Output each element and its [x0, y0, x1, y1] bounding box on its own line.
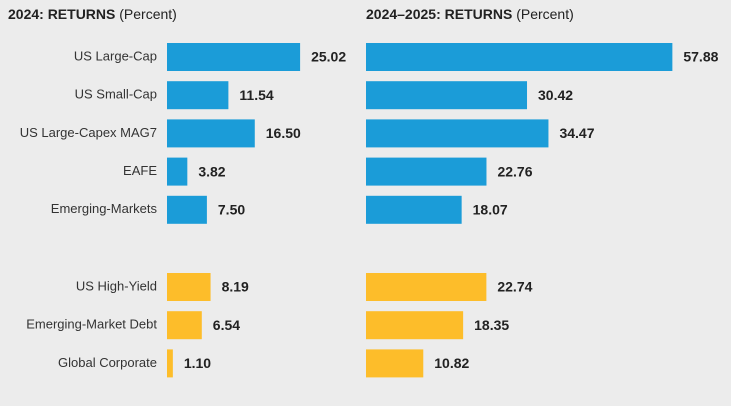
value-label: 11.54: [239, 87, 273, 103]
bar: [167, 81, 229, 110]
bar: [167, 349, 173, 378]
value-label: 22.76: [497, 163, 532, 179]
category-label: US Small-Cap: [75, 87, 157, 102]
bar: [366, 81, 528, 110]
value-label: 10.82: [434, 355, 469, 371]
bar: [167, 119, 255, 148]
value-label: 16.50: [266, 125, 301, 141]
bar: [167, 311, 202, 340]
value-label: 57.88: [683, 49, 718, 65]
bar: [366, 311, 464, 340]
value-label: 18.35: [474, 317, 509, 333]
value-label: 34.47: [559, 125, 594, 141]
value-label: 3.82: [198, 163, 225, 179]
value-label: 1.10: [184, 355, 211, 371]
category-label: Emerging-Market Debt: [26, 317, 157, 332]
category-label: US High-Yield: [76, 278, 157, 293]
value-label: 7.50: [218, 202, 245, 218]
subtitle-text: (Percent): [516, 6, 574, 22]
title-text: 2024–2025: RETURNS: [366, 6, 512, 22]
category-label: Global Corporate: [58, 355, 157, 370]
title-text: 2024: RETURNS: [8, 6, 115, 22]
value-label: 6.54: [213, 317, 240, 333]
bar: [366, 119, 549, 148]
value-label: 22.74: [497, 279, 532, 295]
category-label: EAFE: [123, 163, 157, 178]
category-label: US Large-Cap: [74, 48, 157, 63]
bar: [366, 349, 424, 378]
subtitle-text: (Percent): [119, 6, 177, 22]
bar: [366, 273, 487, 301]
category-label: Emerging-Markets: [51, 201, 158, 216]
bar: [366, 43, 673, 71]
bar: [366, 195, 462, 224]
chart-title: 2024: RETURNS (Percent): [8, 6, 177, 22]
bar: [167, 43, 301, 71]
value-label: 8.19: [222, 279, 249, 295]
bar: [167, 195, 207, 224]
chart-title: 2024–2025: RETURNS (Percent): [366, 6, 574, 22]
value-label: 30.42: [538, 87, 573, 103]
bar: [167, 273, 211, 301]
bar: [167, 157, 188, 186]
value-label: 25.02: [311, 49, 346, 65]
value-label: 18.07: [473, 202, 508, 218]
category-label: US Large-Capex MAG7: [20, 125, 157, 140]
bar: [366, 157, 487, 186]
